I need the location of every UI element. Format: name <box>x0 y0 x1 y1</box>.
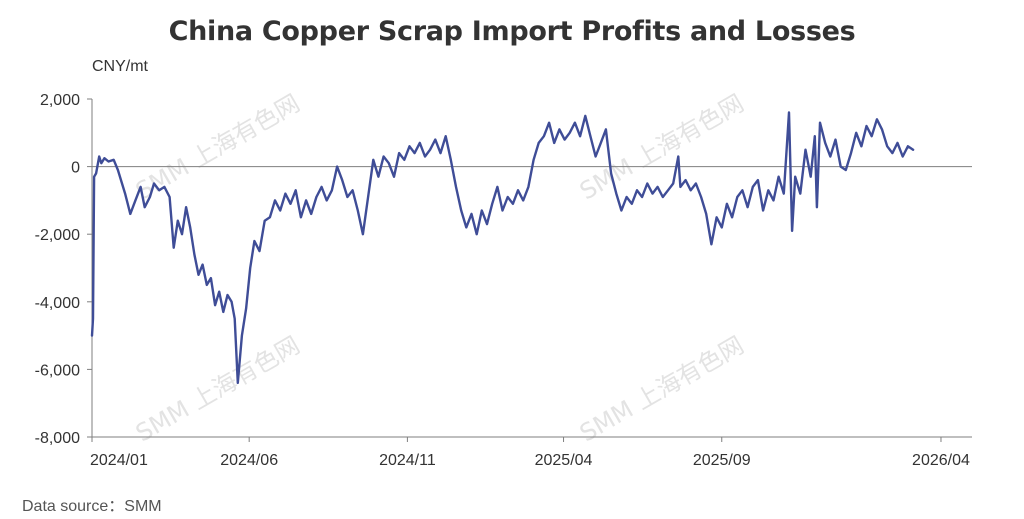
y-axis-unit-label: CNY/mt <box>92 58 148 75</box>
x-tick-label: 2025/09 <box>693 452 751 469</box>
axes <box>91 99 972 438</box>
x-tick-label: 2026/04 <box>912 452 970 469</box>
chart-title: China Copper Scrap Import Profits and Lo… <box>168 16 856 47</box>
y-tick-label: -2,000 <box>35 227 80 244</box>
y-ticks: 2,000 0 -2,000 -4,000 -6,000 -8,000 <box>35 92 92 447</box>
data-source-note: Data source：SMM <box>22 498 162 515</box>
x-tick-label: 2025/04 <box>535 452 593 469</box>
x-ticks: 2024/01 2024/06 2024/11 2025/04 2025/09 2026/… <box>90 437 970 469</box>
y-tick-label: -6,000 <box>35 362 80 379</box>
y-tick-label: 0 <box>71 160 80 177</box>
y-tick-label: 2,000 <box>40 92 80 109</box>
y-tick-label: -4,000 <box>35 295 80 312</box>
x-tick-label: 2024/11 <box>379 452 436 469</box>
series-group <box>90 111 915 385</box>
series-line-1 <box>90 111 915 385</box>
y-tick-label: -8,000 <box>35 430 80 447</box>
x-tick-label: 2024/01 <box>90 452 148 469</box>
x-tick-label: 2024/06 <box>220 452 278 469</box>
